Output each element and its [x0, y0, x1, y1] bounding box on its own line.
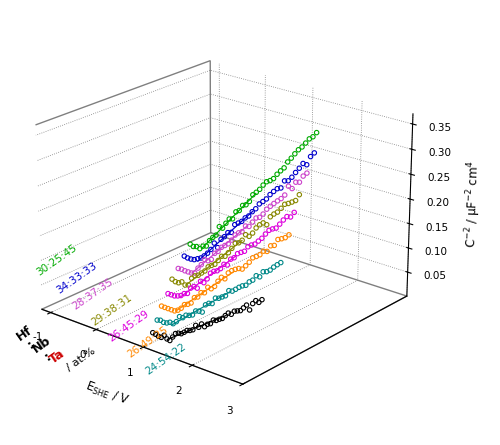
X-axis label: E$_\mathregular{SHE}$ / V: E$_\mathregular{SHE}$ / V [83, 379, 131, 409]
Text: Hf: Hf [14, 324, 34, 344]
Text: Ta: Ta [48, 347, 68, 367]
Text: / at.%: / at.% [62, 346, 98, 375]
Text: 30:25:45: 30:25:45 [34, 243, 79, 278]
Text: 26:49:25: 26:49:25 [126, 325, 170, 360]
Text: 34:33:33: 34:33:33 [54, 260, 99, 295]
Text: :: : [42, 350, 54, 363]
Text: 29:38:31: 29:38:31 [90, 293, 134, 328]
Text: 24:54:22: 24:54:22 [144, 341, 188, 376]
Text: 26:45:29: 26:45:29 [107, 308, 152, 344]
Text: :: : [25, 338, 36, 352]
Text: 28:37:35: 28:37:35 [71, 276, 116, 311]
Text: Nb: Nb [30, 333, 53, 355]
